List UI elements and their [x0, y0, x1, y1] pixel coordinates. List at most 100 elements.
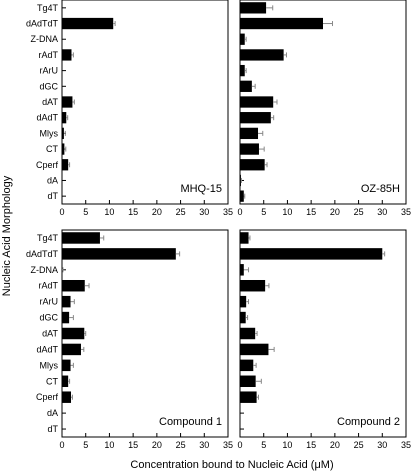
x-tick-label: 35	[401, 207, 411, 217]
x-tick-label: 15	[306, 207, 316, 217]
category-label: Mlys	[40, 128, 59, 138]
bar	[62, 359, 71, 372]
x-tick-label: 30	[199, 207, 209, 217]
x-tick-label: 15	[128, 207, 138, 217]
panel-frame	[61, 229, 229, 438]
x-tick-label: 10	[282, 440, 292, 450]
bar	[62, 127, 64, 140]
x-tick-label: 25	[354, 207, 364, 217]
category-label: dGC	[39, 81, 58, 91]
x-tick-label: 0	[59, 440, 64, 450]
x-tick-label: 20	[152, 440, 162, 450]
bar	[62, 343, 81, 356]
panel-label: MHQ-15	[180, 183, 222, 195]
y-axis-label: Nucleic Acid Morphology	[1, 175, 13, 296]
bar	[240, 49, 284, 61]
category-label: Mlys	[40, 360, 59, 370]
category-label: CT	[46, 376, 58, 386]
x-tick-label: 5	[261, 440, 266, 450]
category-label: dAdT	[36, 344, 58, 354]
category-label: rArU	[40, 297, 59, 307]
category-label: dAdTdT	[26, 19, 59, 29]
x-tick-label: 15	[306, 440, 316, 450]
bar	[62, 248, 176, 260]
x-tick-label: 0	[59, 207, 64, 217]
x-tick-label: 35	[401, 440, 411, 450]
bar	[240, 143, 259, 155]
chart-panel: 0 5 10 15 20 25 30 35 OZ-85H	[237, 0, 411, 217]
x-tick-label: 15	[128, 440, 138, 450]
x-tick-label: 5	[261, 207, 266, 217]
bar	[240, 391, 257, 403]
category-label: dA	[47, 408, 58, 418]
category-label: Cperf	[36, 160, 59, 170]
panel-label: Compound 2	[337, 416, 400, 428]
bar	[240, 2, 267, 14]
bar	[240, 127, 259, 140]
category-label: Z-DNA	[31, 265, 59, 275]
x-tick-label: 35	[223, 440, 233, 450]
bar	[62, 311, 70, 324]
bar	[240, 112, 271, 124]
bar	[240, 279, 266, 292]
bar	[240, 359, 254, 372]
x-tick-label: 25	[176, 440, 186, 450]
x-axis-label: Concentration bound to Nucleic Acid (μM)	[130, 459, 333, 471]
category-label: Tg4T	[37, 3, 59, 13]
x-tick-label: 25	[354, 440, 364, 450]
category-label: dAT	[42, 329, 58, 339]
bar	[240, 33, 245, 45]
chart-panel: 0 5 10 15 20 25 30 35 Compound 2	[237, 229, 411, 450]
bar	[62, 232, 100, 244]
x-tick-label: 5	[83, 440, 88, 450]
bar	[240, 264, 244, 276]
x-tick-label: 10	[104, 440, 114, 450]
category-label: dT	[47, 424, 58, 434]
chart-panel: 0 5 10 15 20 25 30 35Tg4TdAdTdTZ-DNArAdTrArUdGC…	[26, 0, 233, 217]
bar	[62, 96, 73, 108]
panel-label: OZ-85H	[361, 183, 400, 195]
chart-panel: 0 5 10 15 20 25 30 35Tg4TdAdTdTZ-DNArAdTrArUdGC…	[26, 229, 233, 450]
bar	[62, 295, 71, 308]
category-label: Cperf	[36, 392, 59, 402]
panel-frame	[239, 229, 407, 438]
bar	[62, 49, 72, 61]
category-label: dAT	[42, 97, 58, 107]
panel-frame	[61, 0, 229, 205]
bar	[62, 279, 85, 292]
bar	[240, 248, 383, 260]
x-tick-label: 25	[176, 207, 186, 217]
bar	[240, 190, 244, 202]
bar	[62, 391, 72, 403]
bar	[240, 327, 256, 340]
category-label: rAdT	[38, 281, 58, 291]
category-label: Tg4T	[37, 233, 59, 243]
x-tick-label: 10	[282, 207, 292, 217]
bar	[240, 96, 274, 108]
x-tick-label: 0	[237, 440, 242, 450]
x-tick-label: 10	[104, 207, 114, 217]
bar	[62, 327, 85, 340]
x-tick-label: 20	[330, 207, 340, 217]
bar	[240, 17, 323, 30]
bar	[240, 375, 256, 388]
x-tick-label: 5	[83, 207, 88, 217]
x-tick-label: 20	[152, 207, 162, 217]
category-label: dAdT	[36, 113, 58, 123]
category-label: rArU	[40, 66, 59, 76]
x-tick-label: 20	[330, 440, 340, 450]
category-label: rAdT	[38, 50, 58, 60]
bar	[240, 232, 249, 244]
bar	[240, 174, 241, 187]
category-label: dA	[47, 175, 58, 185]
bar	[240, 80, 252, 92]
bar	[62, 112, 67, 124]
category-label: CT	[46, 144, 58, 154]
x-tick-label: 30	[377, 207, 387, 217]
bar	[62, 159, 69, 171]
bar	[62, 143, 65, 155]
category-label: Z-DNA	[31, 34, 59, 44]
bar	[62, 17, 114, 30]
x-tick-label: 0	[237, 207, 242, 217]
